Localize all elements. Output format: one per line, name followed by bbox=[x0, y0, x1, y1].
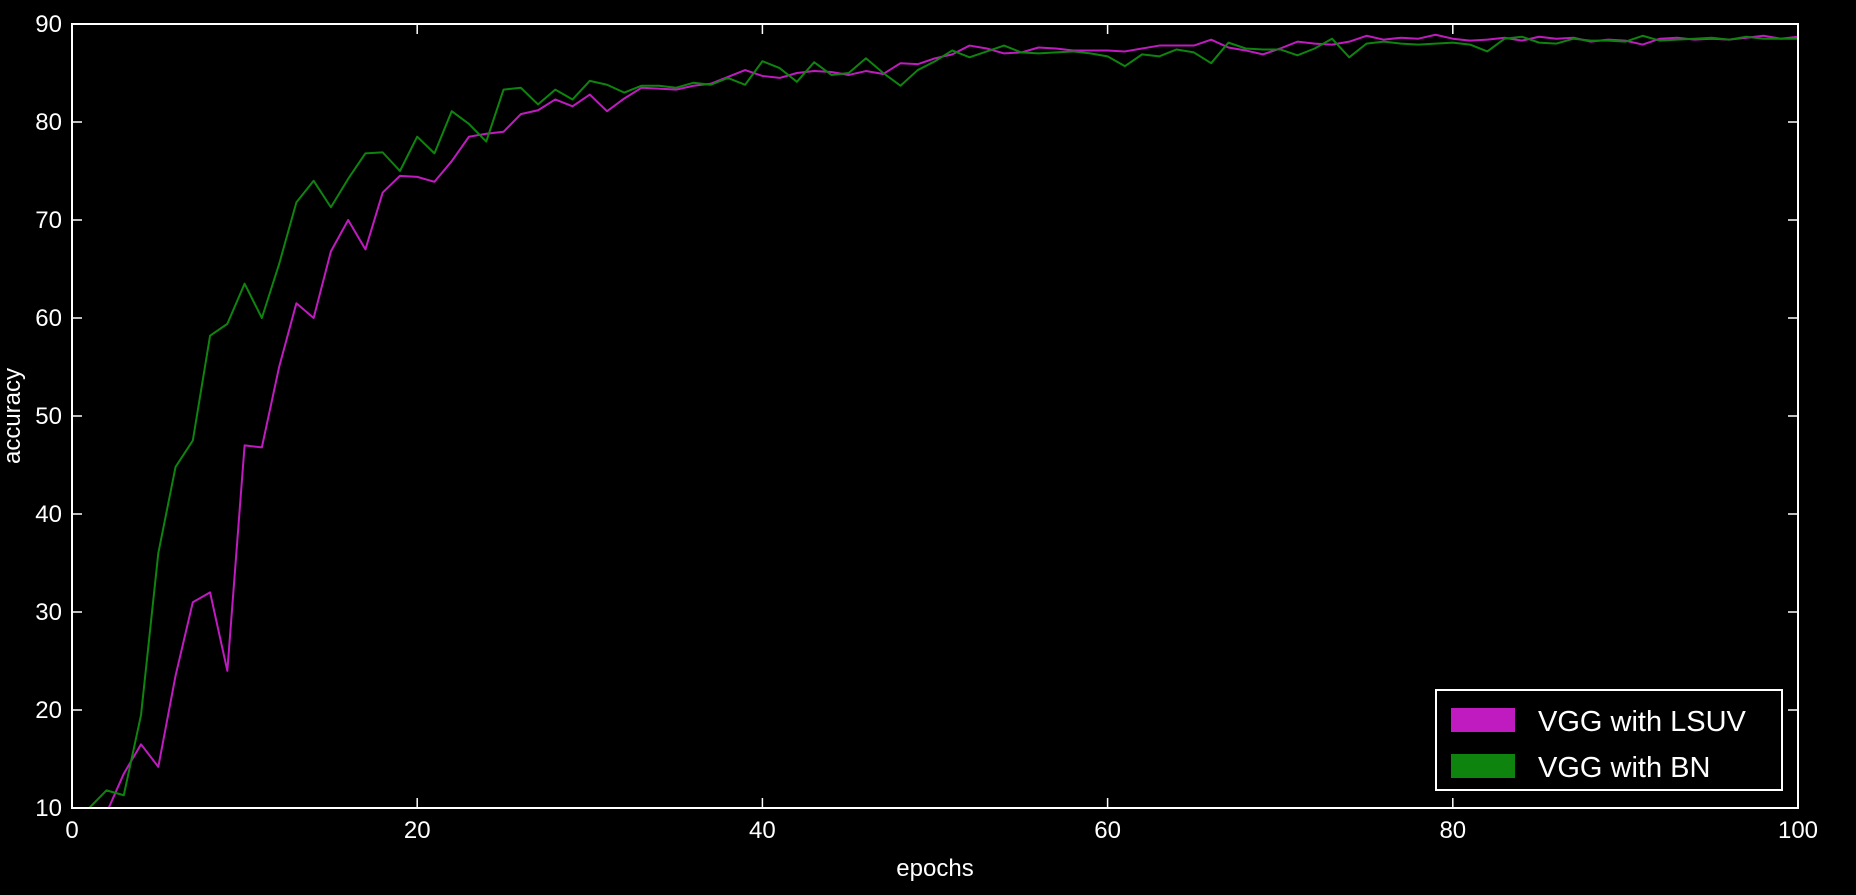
series-lines bbox=[88, 33, 1798, 808]
plot-frame bbox=[71, 23, 1799, 809]
y-tick-label: 50 bbox=[35, 403, 62, 430]
axis-tick-labels: 0 20 40 60 80 100 10 20 30 40 50 60 70 80 90 bbox=[35, 11, 1818, 844]
y-tick-label: 40 bbox=[35, 501, 62, 528]
y-tick-label: 90 bbox=[35, 11, 62, 38]
x-tick-label: 40 bbox=[749, 817, 776, 844]
legend-swatch-bn bbox=[1451, 754, 1515, 778]
legend-label-lsuv: VGG with LSUV bbox=[1538, 706, 1747, 738]
x-tick-label: 60 bbox=[1094, 817, 1121, 844]
y-tick-label: 30 bbox=[35, 599, 62, 626]
legend-swatch-lsuv bbox=[1451, 708, 1515, 732]
x-axis-label: epochs bbox=[896, 855, 973, 882]
y-tick-label: 60 bbox=[35, 305, 62, 332]
x-tick-label: 0 bbox=[65, 817, 78, 844]
y-tick-label: 70 bbox=[35, 207, 62, 234]
x-tick-label: 100 bbox=[1778, 817, 1818, 844]
y-tick-label: 80 bbox=[35, 109, 62, 136]
legend: VGG with LSUV VGG with BN bbox=[1435, 689, 1783, 791]
y-axis-label: accuracy bbox=[0, 368, 26, 464]
y-tick-label: 20 bbox=[35, 697, 62, 724]
x-tick-label: 80 bbox=[1439, 817, 1466, 844]
y-tick-label: 10 bbox=[35, 795, 62, 822]
plot-area bbox=[88, 33, 1798, 808]
legend-label-bn: VGG with BN bbox=[1538, 752, 1710, 784]
x-tick-label: 20 bbox=[404, 817, 431, 844]
series-line-bn bbox=[88, 34, 1798, 808]
